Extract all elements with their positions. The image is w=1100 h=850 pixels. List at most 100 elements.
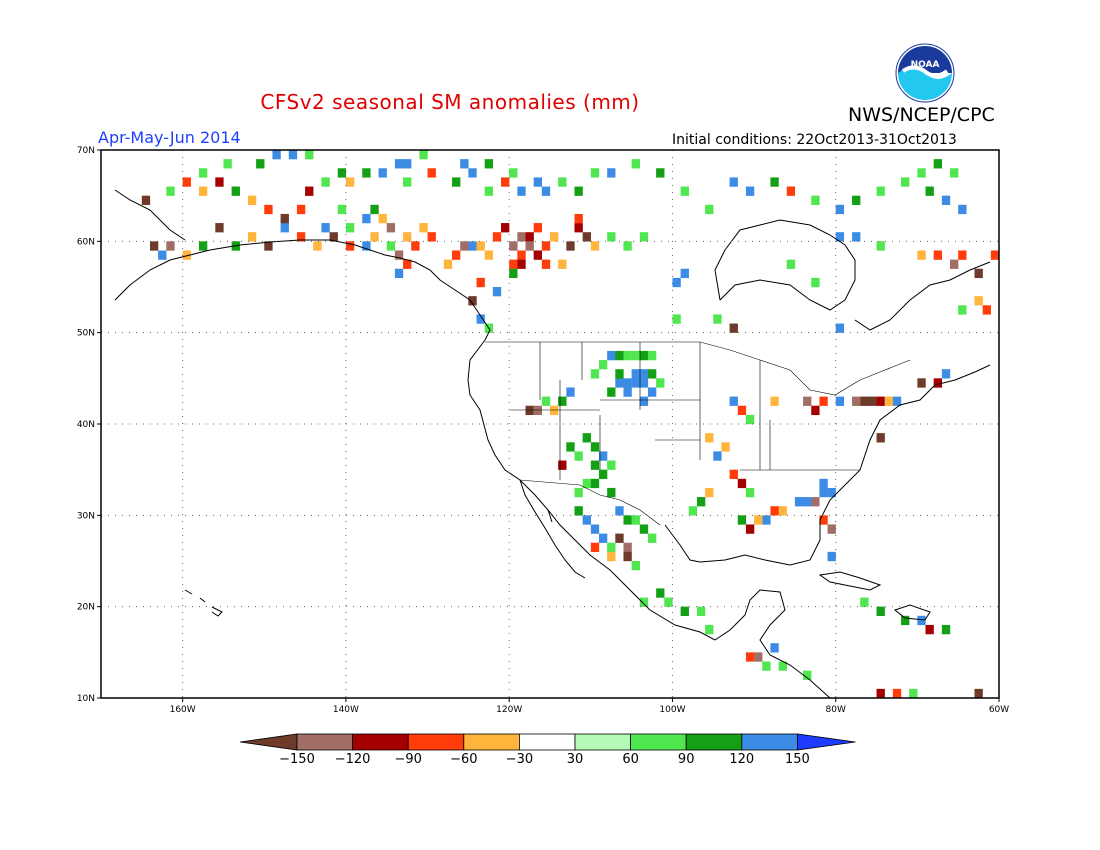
anomaly-cell (517, 232, 526, 242)
anomaly-cell (427, 168, 436, 178)
yucatan (714, 589, 831, 698)
anomaly-cell (305, 150, 314, 160)
anomaly-cell (754, 652, 763, 662)
anomaly-cell (574, 506, 583, 516)
lat-tick-label: 20N (77, 603, 95, 613)
anomaly-cell (582, 433, 591, 443)
colorbar-label: −90 (394, 752, 421, 767)
anomaly-cell (321, 177, 330, 187)
anomaly-cells (141, 150, 999, 698)
anomaly-cell (639, 524, 649, 534)
anomaly-cell (484, 186, 494, 196)
colorbar-label: −120 (335, 752, 371, 767)
hudson-bay (714, 219, 856, 311)
anomaly-cell (590, 478, 600, 489)
anomaly-cell (615, 378, 624, 388)
anomaly-cell (607, 551, 616, 562)
anomaly-cell (672, 314, 681, 324)
colorbar-left-arrow (239, 733, 298, 751)
map-title: CFSv2 seasonal SM anomalies (mm) (260, 90, 640, 114)
lon-tick-label: 60W (989, 705, 1009, 715)
anomaly-cell (852, 232, 861, 242)
anomaly-cell (770, 643, 779, 653)
anomaly-cell (215, 223, 224, 233)
anomaly-cell (550, 405, 559, 416)
lon-tick-label: 100W (659, 705, 685, 715)
anomaly-cell (419, 150, 428, 160)
anomaly-cell (852, 396, 861, 406)
anomaly-cell (672, 277, 681, 288)
anomaly-cell (468, 241, 477, 251)
anomaly-cell (639, 396, 649, 406)
anomaly-cell (631, 369, 640, 379)
anomaly-cell (476, 241, 485, 251)
lat-tick-label: 60N (77, 237, 95, 247)
colorbar-label: 90 (678, 752, 695, 767)
anomaly-cell (811, 405, 820, 416)
anomaly-cell (149, 241, 159, 251)
anomaly-cell (688, 506, 698, 516)
cuba (818, 571, 882, 591)
anomaly-cell (680, 268, 689, 279)
anomaly-cell (639, 369, 649, 379)
anomaly-cell (892, 688, 902, 698)
anomaly-cell (362, 213, 371, 224)
anomaly-cell (247, 232, 257, 242)
political-borders (485, 341, 911, 526)
anomaly-cell (770, 396, 779, 406)
canada-south (384, 254, 491, 341)
hawaii (184, 589, 223, 617)
us-canada-border (485, 341, 911, 396)
anomaly-cell (476, 277, 485, 288)
anomaly-cell (933, 159, 943, 169)
anomaly-cell (974, 296, 983, 306)
anomaly-cell (533, 405, 542, 416)
anomaly-cell (517, 250, 526, 260)
lon-tick-label: 120W (496, 705, 522, 715)
anomaly-cell (876, 186, 885, 196)
anomaly-cell (615, 533, 624, 543)
anomaly-cell (492, 287, 502, 297)
anomaly-cell (901, 177, 910, 187)
anomaly-cell (974, 688, 983, 698)
anomaly-cell (427, 232, 436, 242)
anomaly-cell (590, 369, 600, 379)
anomaly-cell (631, 561, 640, 571)
anomaly-cell (737, 478, 747, 489)
anomaly-cell (296, 204, 306, 215)
colorbar-segment (463, 733, 520, 751)
anomaly-cell (476, 314, 485, 324)
anomaly-cell (827, 551, 836, 562)
anomaly-cell (460, 241, 469, 251)
initial-conditions-label: Initial conditions: 22Oct2013-31Oct2013 (672, 132, 957, 148)
anomaly-cell (909, 688, 918, 698)
anomaly-cell (745, 186, 755, 196)
anomaly-cell (803, 396, 812, 406)
anomaly-cell (362, 241, 371, 251)
anomaly-cell (198, 241, 208, 251)
anomaly-cell (745, 414, 755, 425)
labrador-coast (854, 261, 991, 331)
anomaly-cell (631, 159, 640, 169)
colorbar-label: 60 (622, 752, 639, 767)
anomaly-cell (941, 624, 951, 635)
anomaly-cell (329, 232, 338, 242)
anomaly-cell (745, 652, 755, 662)
anomaly-cell (272, 150, 281, 160)
anomaly-cell (647, 350, 657, 361)
anomaly-cell (525, 405, 534, 416)
anomaly-cell (590, 524, 600, 534)
anomaly-cell (141, 195, 151, 205)
anomaly-cell (582, 478, 591, 489)
anomaly-cell (231, 186, 240, 196)
anomaly-cell (378, 213, 387, 224)
anomaly-cell (860, 597, 869, 607)
colorbar-right-arrow (797, 733, 856, 751)
anomaly-cell (411, 241, 420, 251)
anomaly-cell (541, 259, 551, 269)
colorbar-label: 120 (729, 752, 754, 767)
anomaly-cell (917, 615, 926, 626)
anomaly-cell (778, 506, 787, 516)
anomaly-cell (566, 387, 575, 397)
anomaly-cell (223, 159, 232, 169)
